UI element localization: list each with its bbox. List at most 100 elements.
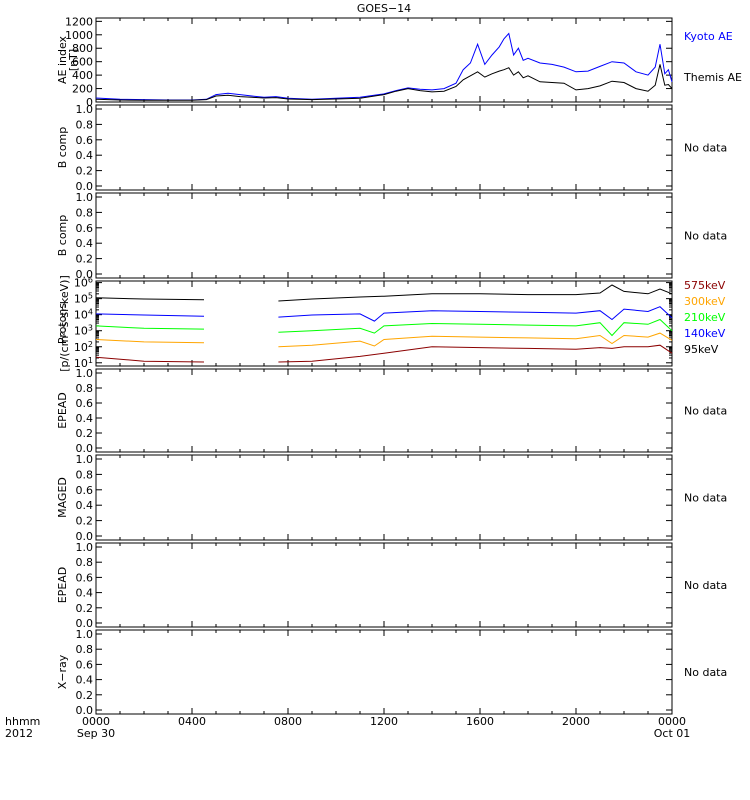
y-tick-label: 200 [72, 83, 93, 96]
y-tick-label: 0.2 [76, 602, 94, 615]
panel-epead1: 0.0 0.2 0.4 0.6 0.8 1.0 EPEAD No data [56, 367, 727, 455]
panel-protons: 101 102 103 104 105 106 Protons[p/(cm²-s-sr-ke… [56, 275, 726, 372]
y-tick-label: 0.0 [76, 442, 94, 455]
y-tick-label: 0.2 [76, 689, 94, 702]
y-axis-label: B comp [56, 215, 69, 257]
y-tick-label: 0.2 [76, 515, 94, 528]
x-tick-label: 1600 [466, 715, 494, 728]
y-tick-label: 0.6 [76, 571, 94, 584]
y-axis-units: [p/(cm²-s-sr-keV)] [58, 275, 71, 372]
y-tick-label: 0.2 [76, 253, 94, 266]
y-tick-label: 105 [74, 292, 93, 306]
y-axis-label: EPEAD [56, 567, 69, 604]
legend-140keV: 140keV [684, 327, 726, 340]
x-tick-label: 0400 [178, 715, 206, 728]
y-tick-label: 800 [72, 42, 93, 55]
y-tick-label: 0.4 [76, 587, 94, 600]
y-tick-label: 0.0 [76, 530, 94, 543]
no-data-label: No data [684, 142, 727, 155]
x-tick-sublabel: Oct 01 [654, 727, 691, 740]
ae-series-kyoto-ae [95, 32, 673, 101]
y-tick-label: 0.6 [76, 134, 94, 147]
proton-series-210keV [95, 318, 673, 337]
y-tick-label: 104 [74, 308, 93, 322]
panel-frame [95, 629, 673, 715]
y-tick-label: 0.8 [76, 556, 94, 569]
x-tick-label: 0000 [658, 715, 686, 728]
panel-b2: 0.0 0.2 0.4 0.6 0.8 1.0 B comp No data [56, 191, 727, 281]
proton-series-95keV [95, 284, 673, 302]
y-tick-label: 1.0 [76, 453, 94, 466]
y-tick-label: 0.6 [76, 222, 94, 235]
y-tick-label: 600 [72, 56, 93, 69]
y-tick-label: 0.6 [76, 658, 94, 671]
panel-frame [95, 17, 673, 103]
chart-title: GOES−14 [357, 2, 411, 15]
y-tick-label: 400 [72, 69, 93, 82]
x-corner-label-bottom: 2012 [5, 727, 33, 740]
y-axis-label: X−ray [56, 654, 69, 689]
proton-series-575keV [95, 344, 673, 363]
y-tick-label: 1.0 [76, 191, 94, 204]
panel-epead2: 0.0 0.2 0.4 0.6 0.8 1.0 EPEAD No data [56, 541, 727, 630]
no-data-label: No data [684, 405, 727, 418]
x-tick-label: 1200 [370, 715, 398, 728]
y-tick-label: 0.0 [76, 180, 94, 193]
y-tick-label: 0.2 [76, 427, 94, 440]
x-corner-label-top: hhmm [5, 715, 40, 728]
y-axis-label: Protons [56, 303, 69, 344]
y-tick-label: 0.6 [76, 397, 94, 410]
legend-210keV: 210keV [684, 311, 726, 324]
y-tick-label: 103 [74, 324, 93, 338]
no-data-label: No data [684, 579, 727, 592]
y-tick-label: 0.6 [76, 484, 94, 497]
panel-frame [95, 542, 673, 628]
y-tick-label: 1.0 [76, 628, 94, 641]
legend-575keV: 575keV [684, 279, 726, 292]
y-tick-label: 1200 [65, 15, 93, 28]
panel-maged: 0.0 0.2 0.4 0.6 0.8 1.0 MAGED No data [56, 453, 727, 543]
panel-xray: 0.0 0.2 0.4 0.6 0.8 1.0 X−ray No data [56, 628, 727, 717]
legend-95keV: 95keV [684, 343, 719, 356]
panel-frame [95, 192, 673, 279]
y-tick-label: 1.0 [76, 541, 94, 554]
y-tick-label: 101 [74, 356, 93, 370]
y-tick-label: 0.0 [76, 704, 94, 717]
x-tick-sublabel: Sep 30 [77, 727, 115, 740]
y-tick-label: 0 [86, 96, 93, 109]
panel-frame [95, 368, 673, 453]
y-tick-label: 102 [74, 340, 93, 354]
y-tick-label: 0.4 [76, 412, 94, 425]
legend-300keV: 300keV [684, 295, 726, 308]
no-data-label: No data [684, 230, 727, 243]
x-tick-label: 0800 [274, 715, 302, 728]
proton-series-140keV [95, 306, 673, 322]
y-axis-label: B comp [56, 127, 69, 169]
no-data-label: No data [684, 492, 727, 505]
legend-themis-ae: Themis AE [683, 71, 742, 84]
y-tick-label: 1.0 [76, 367, 94, 380]
y-tick-label: 0.8 [76, 643, 94, 656]
y-tick-label: 0.4 [76, 149, 94, 162]
y-tick-label: 0.8 [76, 118, 94, 131]
panel-b1: 0.0 0.2 0.4 0.6 0.8 1.0 B comp No data [56, 103, 727, 193]
y-axis-label: AE index[nT] [56, 35, 80, 84]
x-tick-label: 0000 [82, 715, 110, 728]
no-data-label: No data [684, 666, 727, 679]
ae-series-themis-ae [95, 64, 673, 101]
y-tick-label: 0.2 [76, 165, 94, 178]
y-axis-label: MAGED [56, 477, 69, 518]
y-tick-label: 0.0 [76, 268, 94, 281]
y-tick-label: 0.4 [76, 499, 94, 512]
y-tick-label: 0.4 [76, 237, 94, 250]
y-tick-label: 1.0 [76, 103, 94, 116]
panel-frame [95, 454, 673, 541]
y-tick-label: 0.8 [76, 206, 94, 219]
y-tick-label: 0.4 [76, 674, 94, 687]
y-tick-label: 106 [74, 276, 93, 290]
x-tick-label: 2000 [562, 715, 590, 728]
y-axis-label: EPEAD [56, 392, 69, 429]
y-tick-label: 0.8 [76, 468, 94, 481]
